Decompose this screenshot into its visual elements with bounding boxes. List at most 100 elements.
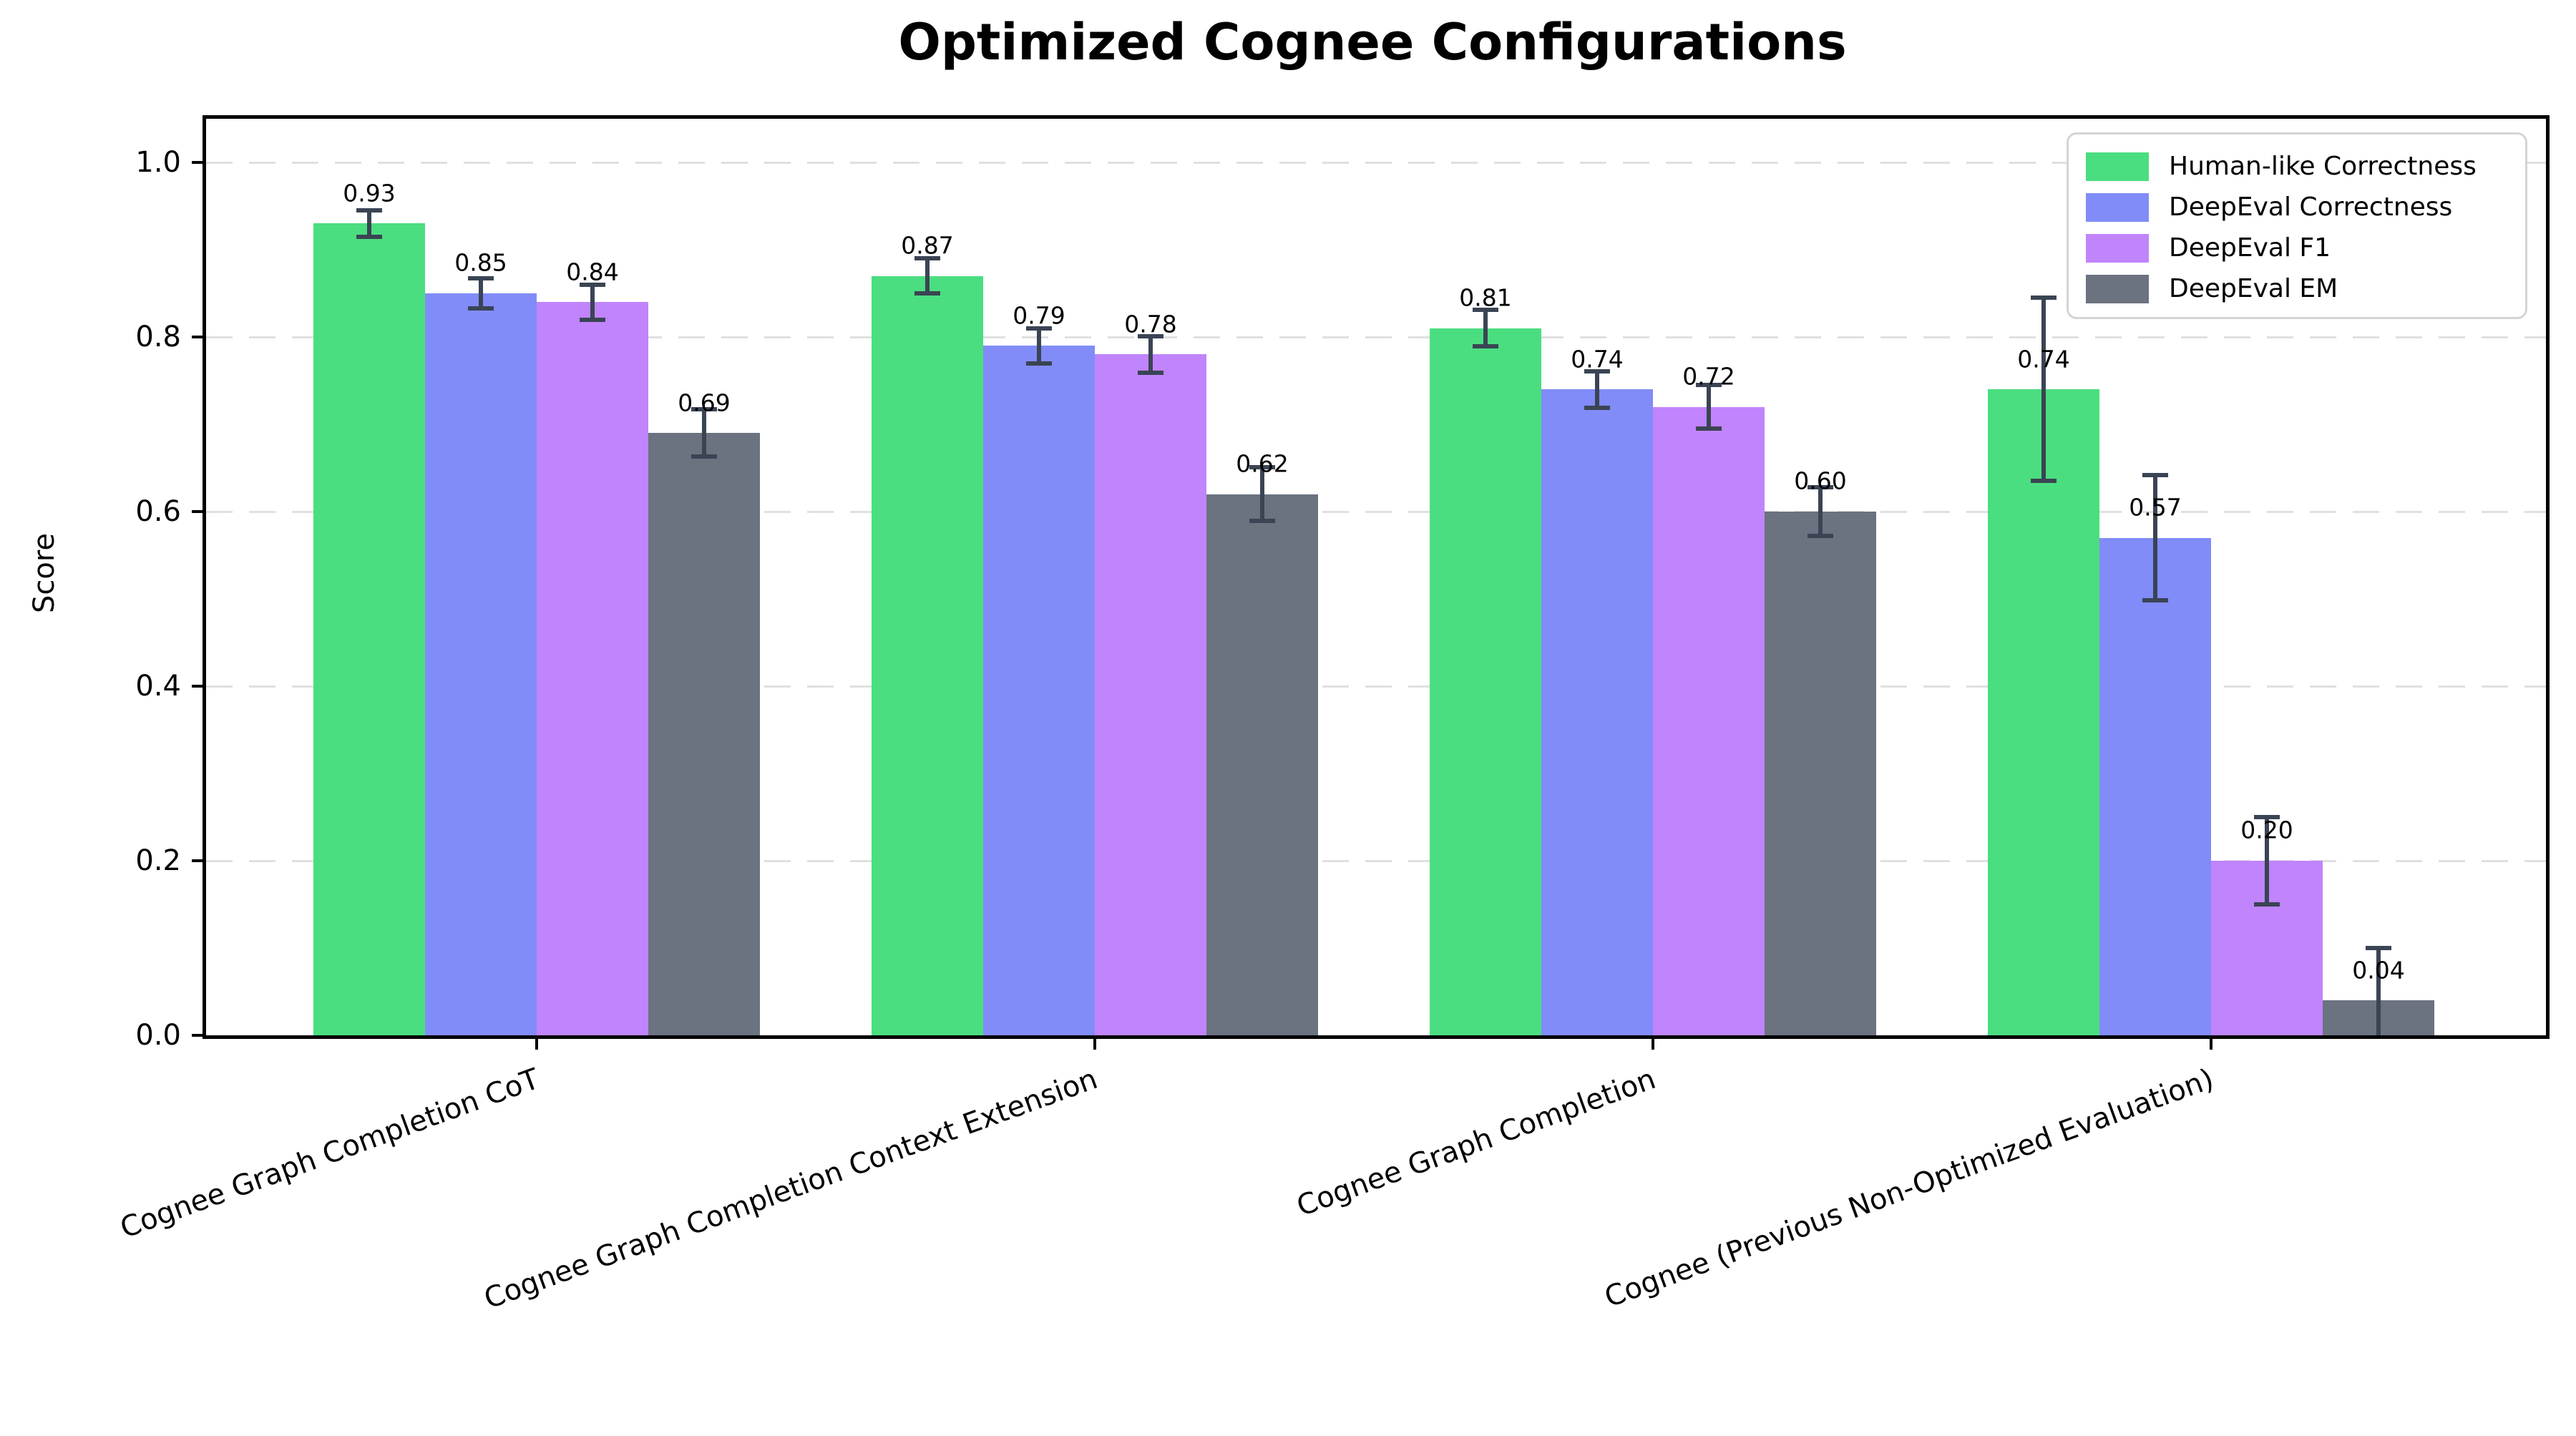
error-bar-cap [2366,946,2391,950]
error-bar-cap [2142,598,2168,603]
bar [1430,328,1541,1035]
legend-label: Human-like Correctness [2169,152,2477,181]
error-bar [2376,948,2381,1035]
bar [1541,389,1653,1035]
error-bar [1037,328,1041,363]
legend: Human-like Correctness DeepEval Correctne… [2067,132,2527,319]
error-bar [1818,487,1823,537]
bar-value-label: 0.74 [1571,345,1624,373]
bar-value-label: 0.20 [2240,816,2293,844]
legend-label: DeepEval EM [2169,274,2338,303]
error-bar-cap [1473,308,1498,313]
error-bar-cap [2254,902,2280,907]
bar [425,293,537,1035]
bar [1765,512,1876,1035]
bar-value-label: 0.74 [2017,345,2070,373]
error-bar [1148,336,1153,373]
bar [872,275,983,1035]
y-tick [192,1034,203,1037]
error-bar-cap [468,276,494,281]
error-bar [2153,474,2157,601]
y-tick [192,510,203,513]
error-bar-cap [1138,333,1163,338]
error-bar-cap [1249,464,1275,469]
legend-swatch [2086,152,2149,181]
x-tick-label: Cognee Graph Completion [1292,1063,1660,1223]
error-bar [2041,298,2046,482]
bar-value-label: 0.62 [1236,449,1289,478]
x-tick [1093,1039,1096,1050]
bar [537,302,648,1035]
bar-value-label: 0.85 [454,248,507,277]
error-bar-cap [468,306,494,311]
bar [1988,389,2099,1035]
error-bar-cap [914,256,940,261]
bar [2099,537,2211,1035]
error-bar [1707,385,1711,429]
error-bar [367,210,371,237]
gridline [206,510,2546,513]
error-bar-cap [691,407,717,412]
error-bar-cap [1696,383,1722,388]
y-tick-label: 1.0 [135,146,181,179]
bar [648,433,760,1035]
y-tick [192,336,203,338]
error-bar [1260,467,1264,522]
chart-title: Optimized Cognee Configurations [898,13,1847,72]
error-bar-cap [1807,484,1833,489]
error-bar-cap [691,454,717,459]
bar-value-label: 0.69 [678,389,731,416]
x-tick-label: Cognee Graph Completion Context Extensio… [479,1063,1102,1316]
error-bar-cap [914,291,940,295]
y-tick-label: 0.8 [135,321,181,353]
gridline [206,859,2546,862]
bar [1653,406,1765,1035]
gridline [206,336,2546,338]
y-tick [192,685,203,688]
error-bar-cap [1473,344,1498,349]
y-tick [192,859,203,862]
error-bar-cap [1026,326,1052,331]
x-tick [2210,1039,2212,1050]
error-bar-cap [1249,519,1275,524]
figure: Optimized Cognee Configurations Score 0.… [28,13,2550,1316]
bar-value-label: 0.81 [1459,283,1512,312]
error-bar [925,258,930,293]
y-tick-label: 0.0 [135,1019,181,1052]
error-bar-cap [2254,815,2280,819]
error-bar-cap [356,234,382,239]
error-bar-cap [580,317,605,322]
error-bar-cap [1584,368,1610,373]
bar-value-label: 0.04 [2352,956,2405,984]
bar [1206,494,1318,1035]
error-bar [2265,817,2269,904]
legend-label: DeepEval F1 [2169,233,2331,263]
legend-item: DeepEval Correctness [2086,187,2508,228]
y-axis-title: Score [28,532,61,614]
x-tick-label: Cognee (Previous Non-Optimized Evaluatio… [1600,1063,2218,1314]
error-bar-cap [356,208,382,213]
error-bar [1595,371,1599,408]
error-bar-cap [2031,295,2057,301]
error-bar-cap [1696,426,1722,431]
y-tick [192,161,203,164]
bar-value-label: 0.79 [1013,301,1065,329]
legend-item: DeepEval EM [2086,268,2508,309]
legend-item: DeepEval F1 [2086,228,2508,268]
legend-swatch [2086,233,2149,263]
y-tick-label: 0.4 [135,670,181,703]
error-bar-cap [1138,371,1163,376]
y-tick-label: 0.6 [135,495,181,528]
error-bar-cap [2031,479,2057,484]
error-bar [479,278,483,308]
bar-value-label: 0.72 [1682,362,1735,391]
error-bar-cap [2142,472,2168,477]
bar-value-label: 0.57 [2129,493,2182,522]
y-tick-label: 0.2 [135,844,181,877]
legend-label: DeepEval Correctness [2169,192,2453,222]
legend-item: Human-like Correctness [2086,146,2508,187]
gridline [206,685,2546,688]
bar-value-label: 0.60 [1794,467,1847,495]
x-tick [535,1039,538,1050]
error-bar [702,409,706,457]
